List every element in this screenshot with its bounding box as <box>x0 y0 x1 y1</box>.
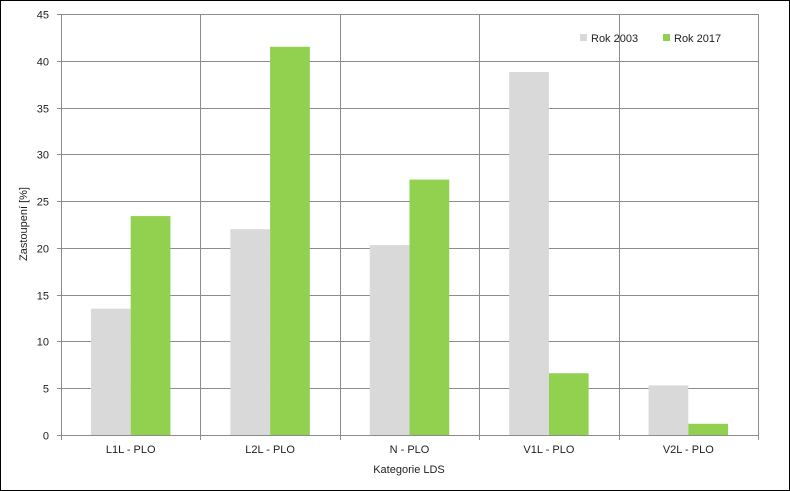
legend-label: Rok 2017 <box>674 33 721 45</box>
legend-label: Rok 2003 <box>591 33 638 45</box>
bar <box>509 72 549 435</box>
legend-swatch <box>580 34 587 41</box>
y-tick-label: 15 <box>37 291 49 303</box>
bar <box>230 229 271 435</box>
bar <box>648 385 689 435</box>
legend: Rok 2003 Rok 2017 <box>580 33 721 45</box>
y-tick-label: 25 <box>37 197 49 209</box>
legend-swatch <box>663 34 670 41</box>
bar <box>548 373 589 435</box>
y-tick-label: 30 <box>37 150 49 162</box>
x-axis-title: Kategorie LDS <box>373 464 445 476</box>
y-tick-label: 40 <box>37 57 49 69</box>
x-tick-label: N - PLO <box>390 444 430 456</box>
bar <box>90 308 131 435</box>
y-axis-title: Zastoupení [%] <box>18 187 30 261</box>
x-tick-label: L1L - PLO <box>106 444 156 456</box>
x-tick-label: V1L - PLO <box>523 444 574 456</box>
x-tick-labels: L1L - PLO L2L - PLO N - PLO V1L - PLO V2L - … <box>106 444 714 456</box>
y-tick-label: 5 <box>43 384 49 396</box>
bars <box>90 46 729 435</box>
bar <box>688 423 729 435</box>
x-tick-label: V2L - PLO <box>663 444 714 456</box>
y-tick-label: 35 <box>37 104 49 116</box>
y-tick-label: 10 <box>37 337 49 349</box>
bar <box>270 46 310 435</box>
gridlines <box>61 14 759 440</box>
y-tick-label: 20 <box>37 244 49 256</box>
bar <box>409 179 450 435</box>
y-tick-label: 0 <box>43 431 49 443</box>
x-tick-label: L2L - PLO <box>245 444 295 456</box>
y-tick-labels: 0 5 10 15 20 25 30 35 40 45 <box>37 10 49 443</box>
bar <box>369 245 410 435</box>
bar <box>130 216 171 435</box>
axes <box>57 14 758 440</box>
y-tick-label: 45 <box>37 10 49 22</box>
